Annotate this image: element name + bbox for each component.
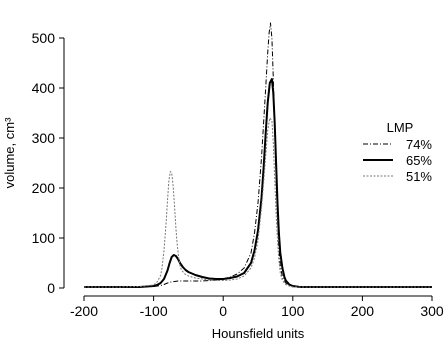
x-tick-label: -200 [70,303,98,319]
x-tick-label: 100 [281,303,305,319]
y-axis-title: volume, cm³ [2,117,17,188]
plot-lines [84,22,432,288]
legend-title: LMP [387,120,414,135]
y-tick-label: 100 [32,230,56,246]
x-tick-label: 0 [219,303,227,319]
x-ticks: -200 -100 0 100 200 300 [70,296,444,319]
x-tick-label: 200 [351,303,375,319]
y-tick-label: 200 [32,180,56,196]
x-tick-label: 300 [420,303,444,319]
legend: LMP 74%65%51% [363,120,432,184]
y-tick-label: 0 [47,280,55,296]
series-line-2 [84,78,432,288]
x-axis-title: Hounsfield units [212,326,305,341]
series-line-3 [84,117,432,288]
series-line-1 [84,22,432,288]
axes [63,38,432,297]
legend-label-3: 51% [406,169,432,184]
y-ticks: 0 100 200 300 400 500 [32,30,64,296]
legend-label-2: 65% [406,153,432,168]
x-tick-label: -100 [140,303,168,319]
y-tick-label: 500 [32,30,56,46]
y-tick-label: 300 [32,130,56,146]
legend-label-1: 74% [406,137,432,152]
y-tick-label: 400 [32,80,56,96]
